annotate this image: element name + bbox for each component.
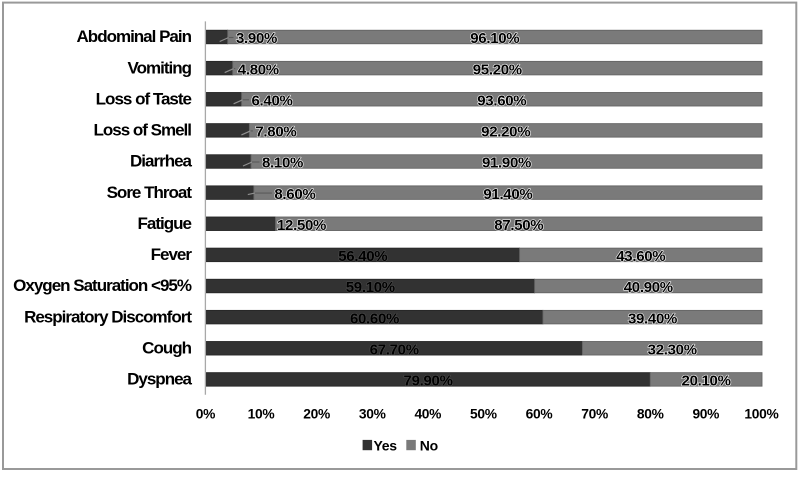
svg-text:Cough: Cough [142, 339, 191, 358]
svg-text:32.30%: 32.30% [648, 342, 697, 359]
svg-text:8.10%: 8.10% [262, 155, 303, 172]
svg-text:Abdominal Pain: Abdominal Pain [77, 27, 192, 46]
svg-text:92.20%: 92.20% [481, 124, 530, 141]
svg-text:40%: 40% [414, 406, 441, 421]
svg-text:Vomiting: Vomiting [128, 58, 192, 77]
svg-text:Loss of Smell: Loss of Smell [93, 121, 191, 140]
svg-text:93.60%: 93.60% [477, 93, 526, 110]
svg-text:Dyspnea: Dyspnea [127, 370, 192, 389]
svg-text:Oxygen Saturation <95%: Oxygen Saturation <95% [13, 276, 192, 295]
svg-text:Fatigue: Fatigue [138, 214, 192, 233]
svg-text:8.60%: 8.60% [274, 186, 315, 203]
svg-text:20%: 20% [303, 406, 330, 421]
svg-text:6.40%: 6.40% [252, 93, 293, 110]
svg-text:Respiratory Discomfort: Respiratory Discomfort [24, 307, 192, 326]
svg-text:50%: 50% [470, 406, 497, 421]
svg-text:Diarrhea: Diarrhea [130, 152, 193, 171]
svg-text:12.50%: 12.50% [277, 217, 326, 234]
svg-text:No: No [420, 438, 438, 454]
svg-text:70%: 70% [581, 406, 608, 421]
svg-text:79.90%: 79.90% [404, 373, 453, 390]
svg-text:56.40%: 56.40% [338, 248, 387, 265]
svg-text:60.60%: 60.60% [350, 310, 399, 327]
svg-text:10%: 10% [248, 406, 275, 421]
svg-text:30%: 30% [359, 406, 386, 421]
svg-text:Loss of Taste: Loss of Taste [96, 90, 192, 109]
svg-text:96.10%: 96.10% [470, 30, 519, 47]
svg-text:80%: 80% [637, 406, 664, 421]
svg-text:87.50%: 87.50% [494, 217, 543, 234]
svg-text:60%: 60% [526, 406, 553, 421]
svg-text:40.90%: 40.90% [624, 279, 673, 296]
svg-text:91.40%: 91.40% [483, 186, 532, 203]
svg-text:100%: 100% [744, 406, 778, 421]
svg-text:0%: 0% [196, 406, 215, 421]
svg-text:3.90%: 3.90% [236, 30, 277, 47]
svg-text:7.80%: 7.80% [255, 124, 296, 141]
svg-text:4.80%: 4.80% [238, 61, 279, 78]
svg-text:Yes: Yes [374, 438, 398, 454]
svg-text:39.40%: 39.40% [628, 310, 677, 327]
svg-text:59.10%: 59.10% [346, 279, 395, 296]
svg-text:Fever: Fever [151, 245, 193, 264]
svg-text:91.90%: 91.90% [482, 155, 531, 172]
svg-text:Sore Throat: Sore Throat [107, 183, 193, 202]
svg-text:90%: 90% [692, 406, 719, 421]
svg-text:95.20%: 95.20% [473, 61, 522, 78]
svg-text:20.10%: 20.10% [682, 373, 731, 390]
svg-text:67.70%: 67.70% [370, 342, 419, 359]
svg-text:43.60%: 43.60% [616, 248, 665, 265]
